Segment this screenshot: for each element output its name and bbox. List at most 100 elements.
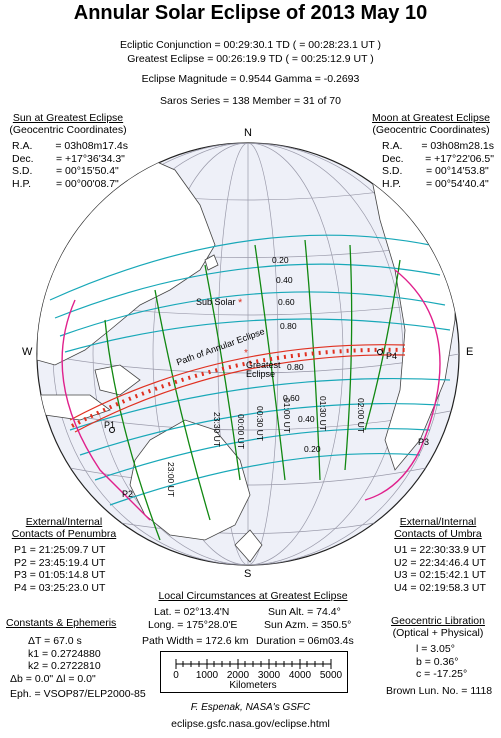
saros-line: Saros Series = 138 Member = 31 of 70 xyxy=(160,95,341,107)
sun-block: Sun at Greatest Eclipse (Geocentric Coor… xyxy=(8,112,128,190)
p4-marker xyxy=(377,349,383,355)
page-title: Annular Solar Eclipse of 2013 May 10 xyxy=(73,2,428,24)
libration-row: c = -17.25° xyxy=(416,668,468,680)
local-duration: Duration = 06m03.4s xyxy=(256,635,354,647)
local-path-width: Path Width = 172.6 km xyxy=(142,635,249,647)
moon-key: Dec. xyxy=(382,152,404,165)
sun-key: R.A. xyxy=(12,140,33,152)
scale-tick-label: 3000 xyxy=(257,670,281,681)
time-curves xyxy=(104,239,401,541)
local-lat: Lat. = 02°13.4'N xyxy=(154,606,230,618)
magnitude-label: 0.20 xyxy=(304,444,321,454)
credit-author: F. Espenak, NASA's GSFC xyxy=(190,702,311,713)
sun-value: = 03h08m17.4s xyxy=(55,140,128,152)
moon-key: R.A. xyxy=(382,140,403,152)
umbra-row: U4 = 02:19:58.3 UT xyxy=(394,581,486,594)
east-label: E xyxy=(466,346,474,358)
local-sun-alt: Sun Alt. = 74.4° xyxy=(268,606,341,618)
time-label: 23:00 UT xyxy=(166,462,176,497)
p1-label: P1 xyxy=(104,420,116,430)
p2-label: P2 xyxy=(122,489,134,499)
sun-value: = 00°15'50.4" xyxy=(56,165,119,177)
magnitude-label: 0.40 xyxy=(298,414,315,424)
p3-label: P3 xyxy=(418,437,430,447)
umbra-block: External/Internal Contacts of Umbra U1 =… xyxy=(380,516,496,594)
libration-row: b = 0.36° xyxy=(416,655,459,668)
time-label: 23:30 UT xyxy=(212,412,222,447)
scale-tick-label: 4000 xyxy=(288,670,312,681)
local-long: Long. = 175°28.0'E xyxy=(148,619,238,631)
moon-value: = +17°22'06.5" xyxy=(425,152,494,165)
moon-subheading: (Geocentric Coordinates) xyxy=(372,124,490,136)
sun-subheading: (Geocentric Coordinates) xyxy=(9,124,127,136)
sub-solar-marker: * xyxy=(238,297,243,309)
sun-heading: Sun at Greatest Eclipse xyxy=(12,112,124,124)
scale-box xyxy=(160,651,348,693)
moon-value: = 03h08m28.1s xyxy=(421,140,494,152)
constants-row: k2 = 0.2722810 xyxy=(28,660,101,672)
credit-url[interactable]: eclipse.gsfc.nasa.gov/eclipse.html xyxy=(171,718,330,730)
magnitude-label: 0.40 xyxy=(276,275,293,285)
sun-value: = 00°00'08.7" xyxy=(56,177,119,190)
libration-subheading: (Optical + Physical) xyxy=(392,627,484,639)
magnitude-label: 0.80 xyxy=(287,362,304,372)
constants-row: ΔT = 67.0 s xyxy=(28,635,82,647)
moon-key: S.D. xyxy=(382,165,403,177)
penumbra-row: P4 = 03:25:23.0 UT xyxy=(14,581,106,594)
magnitude-label: 0.80 xyxy=(280,321,297,331)
greatest-eclipse-marker: * xyxy=(244,348,248,359)
constants-row: Δb = 0.0" Δl = 0.0" xyxy=(10,672,96,685)
brown-lunation: Brown Lun. No. = 1118 xyxy=(386,684,493,697)
magnitude-label: 0.60 xyxy=(283,393,300,403)
greatest-eclipse-label: Greatest Eclipse xyxy=(246,360,281,379)
moon-value: = 00°54'40.4" xyxy=(426,177,489,190)
umbra-row: U1 = 22:30:33.9 UT xyxy=(394,544,486,556)
libration-block: Geocentric Libration (Optical + Physical… xyxy=(380,615,496,697)
sun-key: H.P. xyxy=(12,177,32,190)
sun-value: = +17°36'34.3" xyxy=(56,152,125,165)
umbra-row: U2 = 22:34:46.4 UT xyxy=(394,556,486,569)
penumbra-row: P2 = 23:45:19.4 UT xyxy=(14,556,106,569)
sun-key: Dec. xyxy=(12,152,34,165)
moon-block: Moon at Greatest Eclipse (Geocentric Coo… xyxy=(368,112,494,190)
penumbra-row: P3 = 01:05:14.8 UT xyxy=(14,569,106,581)
scale-unit: Kilometers xyxy=(229,680,277,691)
umbra-heading: External/Internal xyxy=(399,516,477,528)
penumbra-subheading: Contacts of Penumbra xyxy=(11,528,117,540)
umbra-row: U3 = 02:15:42.1 UT xyxy=(394,569,486,581)
umbra-subheading: Contacts of Umbra xyxy=(394,528,482,540)
scale-tick-label: 5000 xyxy=(319,670,343,681)
scale-tick-label: 0 xyxy=(173,670,179,681)
magnitude-label: 0.60 xyxy=(278,297,295,307)
time-label: 01:30 UT xyxy=(318,396,328,431)
p1-marker xyxy=(109,427,115,433)
west-label: W xyxy=(22,346,33,358)
constants-heading: Constants & Ephemeris xyxy=(6,617,117,629)
constants-block: Constants & Ephemeris ΔT = 67.0 s k1 = 0… xyxy=(6,617,146,701)
time-label: 02:00 UT xyxy=(356,398,366,433)
conjunction-line: Ecliptic Conjunction = 00:29:30.1 TD ( =… xyxy=(119,39,382,51)
moon-value: = 00°14'53.8" xyxy=(426,165,489,177)
libration-row: l = 3.05° xyxy=(416,643,455,655)
ephemeris: Eph. = VSOP87/ELP2000-85 xyxy=(10,688,146,700)
constants-row: k1 = 0.2724880 xyxy=(28,647,101,660)
scale-tick-label: 1000 xyxy=(195,670,219,681)
greatest-eclipse-line: Greatest Eclipse = 00:26:19.9 TD ( = 00:… xyxy=(127,53,374,65)
local-sun-azm: Sun Azm. = 350.5° xyxy=(264,619,352,631)
sun-key: S.D. xyxy=(12,165,33,177)
sub-solar-label: Sub Solar xyxy=(196,297,236,307)
time-label: 00:00 UT xyxy=(236,414,246,449)
south-label: S xyxy=(244,568,252,580)
moon-key: H.P. xyxy=(382,177,402,190)
penumbra-row: P1 = 21:25:09.7 UT xyxy=(14,544,106,556)
penumbra-limits xyxy=(61,269,441,521)
libration-heading: Geocentric Libration xyxy=(391,615,485,627)
time-label: 01:00 UT xyxy=(282,398,292,433)
p4-label: P4 xyxy=(386,351,398,361)
moon-table: R.A. = 03h08m28.1s Dec. = +17°22'06.5" S.D… xyxy=(382,140,494,190)
sun-table: R.A. = 03h08m17.4s Dec. = +17°36'34.3" S.D… xyxy=(12,140,128,190)
local-heading: Local Circumstances at Greatest Eclipse xyxy=(158,590,348,602)
scale-tick-label: 2000 xyxy=(226,670,250,681)
annular-path xyxy=(69,344,406,433)
